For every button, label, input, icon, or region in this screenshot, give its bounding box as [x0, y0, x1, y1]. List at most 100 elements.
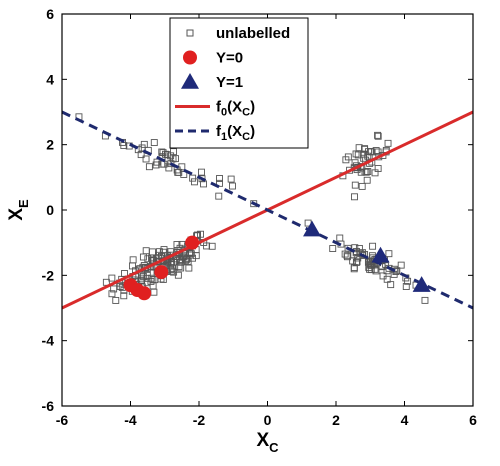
unlabelled-point: [120, 292, 128, 300]
unlabelled-point: [366, 265, 374, 273]
unlabelled-point: [374, 165, 382, 172]
unlabelled-point: [181, 257, 189, 265]
unlabelled-point: [216, 179, 223, 187]
x-tick-label: 2: [332, 412, 340, 428]
unlabelled-point: [150, 139, 158, 147]
unlabelled-point: [387, 281, 395, 289]
unlabelled-point: [372, 147, 380, 154]
unlabelled-point: [121, 270, 128, 277]
unlabelled-point: [350, 265, 358, 273]
y0-point: [137, 286, 152, 301]
y1-point: [371, 246, 390, 263]
unlabelled-point: [215, 192, 223, 200]
unlabelled-point: [159, 149, 167, 157]
legend-label-unlabelled: unlabelled: [216, 25, 290, 42]
legend-entry-f1: f1(XC): [175, 123, 255, 143]
unlabelled-point: [364, 152, 372, 160]
data-layer: [61, 110, 474, 310]
unlabelled-point: [108, 290, 116, 298]
unlabelled-point: [183, 254, 191, 262]
unlabelled-point: [174, 168, 182, 176]
unlabelled-point: [140, 140, 148, 148]
y-tick-label: 2: [46, 137, 54, 153]
unlabelled-point: [108, 274, 116, 282]
unlabelled-point: [147, 277, 155, 285]
unlabelled-point: [216, 175, 223, 182]
y-tick-label: 4: [46, 71, 54, 87]
x-tick-label: 0: [264, 412, 272, 428]
unlabelled-point: [361, 168, 369, 176]
unlabelled-point: [137, 151, 145, 159]
line-f1: [61, 110, 474, 310]
y0-point: [154, 265, 169, 280]
legend-entry-y1: Y=1: [181, 73, 243, 91]
unlabelled-point: [421, 296, 429, 304]
unlabelled-point: [151, 276, 159, 284]
unlabelled-point: [383, 275, 391, 283]
unlabelled-point: [142, 155, 150, 163]
unlabelled-point: [208, 242, 216, 250]
unlabelled-point: [110, 285, 118, 293]
unlabelled-point: [342, 156, 350, 164]
unlabelled-point: [354, 254, 362, 262]
unlabelled-point: [203, 242, 211, 250]
y-tick-label: -6: [42, 398, 55, 414]
legend: unlabelled Y=0 Y=1 f0(XC) f1(XC): [169, 17, 309, 149]
unlabelled-point: [149, 282, 157, 290]
legend-label-f1: f1(XC): [216, 123, 255, 143]
unlabelled-point: [227, 175, 235, 183]
unlabelled-point: [139, 272, 147, 280]
legend-entry-unlabelled: unlabelled: [186, 25, 290, 42]
unlabelled-point: [156, 248, 163, 256]
unlabelled-point: [139, 253, 147, 261]
y-tick-label: -4: [42, 333, 55, 349]
unlabelled-point: [355, 144, 363, 152]
unlabelled-point: [158, 148, 166, 156]
y1-point: [303, 220, 322, 237]
unlabelled-point: [185, 264, 193, 272]
unlabelled-point: [378, 263, 386, 271]
axis-ticks: -6 -4 -2 0 2 4 6 -6 -4 -2 0 2 4 6: [42, 6, 478, 428]
y-tick-label: 6: [46, 6, 54, 22]
unlabelled-point: [361, 145, 369, 153]
unlabelled-point: [369, 242, 377, 250]
unlabelled-point: [138, 274, 146, 282]
legend-entry-f0: f0(XC): [175, 99, 255, 119]
unlabelled-point: [189, 174, 197, 182]
unlabelled-point: [351, 193, 358, 201]
unlabelled-point: [229, 182, 236, 190]
unlabelled-point: [112, 296, 120, 304]
unlabelled-point: [189, 254, 196, 262]
legend-label-f0: f0(XC): [216, 99, 255, 119]
legend-marker-y1: [181, 73, 199, 89]
unlabelled-point: [129, 256, 137, 264]
unlabelled-point: [175, 263, 183, 271]
x-tick-label: 4: [401, 412, 409, 428]
unlabelled-point: [167, 152, 175, 160]
unlabelled-point: [341, 250, 349, 258]
y0-point: [185, 235, 200, 250]
unlabelled-point: [360, 154, 368, 162]
unlabelled-point: [150, 288, 158, 296]
unlabelled-point: [336, 234, 344, 242]
y1-point: [412, 276, 431, 292]
unlabelled-point: [374, 148, 382, 156]
unlabelled-point: [402, 283, 410, 290]
unlabelled-point: [177, 264, 185, 272]
legend-marker-unlabelled: [186, 29, 194, 37]
legend-entry-y0: Y=0: [183, 50, 243, 67]
unlabelled-point: [329, 245, 337, 252]
unlabelled-point: [142, 247, 150, 255]
x-tick-label: -6: [56, 412, 69, 428]
legend-label-y0: Y=0: [216, 50, 243, 67]
unlabelled-point: [168, 264, 176, 272]
unlabelled-point: [360, 150, 368, 158]
y-tick-label: -2: [42, 267, 55, 283]
unlabelled-point: [358, 182, 366, 190]
unlabelled-point: [351, 181, 359, 189]
unlabelled-point: [149, 248, 156, 256]
unlabelled-point: [144, 255, 152, 263]
unlabelled-point: [365, 148, 372, 156]
unlabelled-point: [374, 131, 382, 139]
